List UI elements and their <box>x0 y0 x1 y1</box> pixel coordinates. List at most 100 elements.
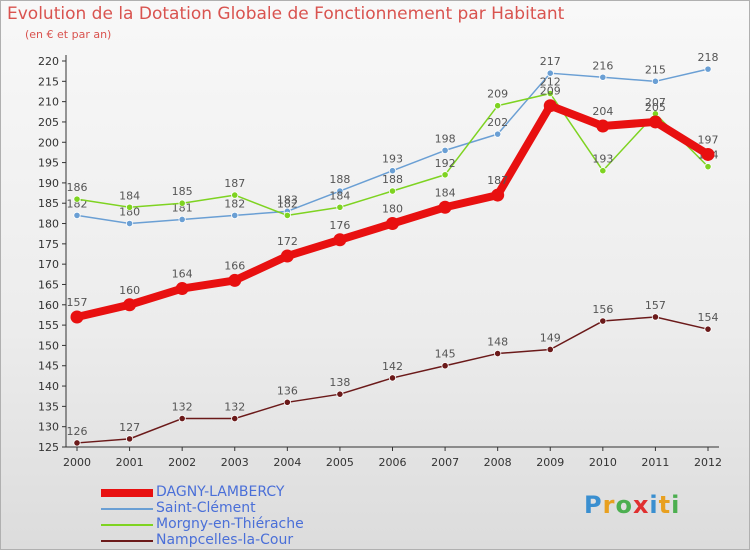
y-tick-label: 210 <box>38 96 59 109</box>
data-point-nampcelles-la-cour <box>283 398 291 406</box>
data-point-saint-cl-ment <box>388 167 397 175</box>
y-tick-label: 140 <box>38 380 59 393</box>
data-point-nampcelles-la-cour <box>546 345 554 354</box>
y-tick-label: 175 <box>38 238 59 251</box>
logo-letter: i <box>649 491 659 519</box>
data-label-saint-cl-ment: 202 <box>487 116 508 129</box>
data-label-nampcelles-la-cour: 149 <box>540 331 561 344</box>
x-tick-label: 2005 <box>326 456 354 469</box>
data-label-morgny-en-thi-rache: 209 <box>487 88 508 101</box>
data-label-morgny-en-thi-rache: 193 <box>592 153 613 166</box>
data-label-nampcelles-la-cour: 156 <box>592 303 613 316</box>
data-label-dagny-lambercy: 180 <box>382 203 403 216</box>
y-tick-label: 190 <box>38 177 59 190</box>
data-label-dagny-lambercy: 205 <box>645 101 666 114</box>
data-label-saint-cl-ment: 182 <box>224 197 245 210</box>
x-tick-label: 2012 <box>694 456 722 469</box>
logo-letter: t <box>658 491 672 519</box>
data-point-morgny-en-thi-rache <box>283 211 291 219</box>
data-point-dagny-lambercy <box>596 119 610 133</box>
data-label-morgny-en-thi-rache: 185 <box>172 185 193 198</box>
data-label-nampcelles-la-cour: 136 <box>277 384 298 397</box>
data-point-saint-cl-ment <box>125 219 134 228</box>
data-label-nampcelles-la-cour: 138 <box>329 376 350 389</box>
line-chart: 125 130 135 140 145 150 155 160 165 170 175 180 185 1… <box>38 51 722 469</box>
y-tick-label: 160 <box>38 299 59 312</box>
y-tick-label: 215 <box>38 75 59 88</box>
data-point-nampcelles-la-cour <box>651 313 660 321</box>
data-point-nampcelles-la-cour <box>178 414 186 423</box>
data-label-morgny-en-thi-rache: 212 <box>540 76 561 89</box>
y-tick-label: 185 <box>38 197 59 210</box>
y-tick-label: 145 <box>38 360 59 373</box>
data-point-morgny-en-thi-rache <box>546 89 554 98</box>
legend-label: Saint-Clément <box>156 500 256 516</box>
data-point-saint-cl-ment <box>494 130 502 138</box>
data-label-dagny-lambercy: 176 <box>329 219 350 232</box>
data-point-saint-cl-ment <box>599 73 607 81</box>
data-label-dagny-lambercy: 184 <box>435 186 456 199</box>
data-point-morgny-en-thi-rache <box>125 203 134 211</box>
legend-swatch <box>101 524 153 526</box>
data-label-nampcelles-la-cour: 157 <box>645 299 666 312</box>
data-label-morgny-en-thi-rache: 182 <box>277 197 298 210</box>
x-tick-label: 2007 <box>431 456 459 469</box>
data-label-morgny-en-thi-rache: 192 <box>435 157 456 170</box>
series-line-saint-cl-ment <box>76 68 709 225</box>
data-label-nampcelles-la-cour: 132 <box>172 401 193 414</box>
data-point-morgny-en-thi-rache <box>388 187 397 195</box>
logo-letter: o <box>615 491 633 519</box>
y-tick-label: 205 <box>38 116 59 129</box>
y-tick-label: 125 <box>38 441 59 454</box>
data-point-dagny-lambercy <box>70 310 84 324</box>
data-label-nampcelles-la-cour: 154 <box>698 311 719 324</box>
data-label-saint-cl-ment: 216 <box>592 59 613 72</box>
legend-swatch <box>101 540 153 542</box>
x-tick-label: 2009 <box>536 456 564 469</box>
x-tick-label: 2003 <box>221 456 249 469</box>
x-tick-label: 2002 <box>168 456 196 469</box>
data-point-saint-cl-ment <box>651 77 660 85</box>
data-point-saint-cl-ment <box>704 65 712 73</box>
data-point-nampcelles-la-cour <box>388 374 397 382</box>
data-point-dagny-lambercy <box>648 115 662 129</box>
data-label-morgny-en-thi-rache: 188 <box>382 173 403 186</box>
legend-swatch <box>101 508 153 510</box>
data-label-saint-cl-ment: 193 <box>382 153 403 166</box>
data-label-morgny-en-thi-rache: 184 <box>119 189 140 202</box>
data-point-morgny-en-thi-rache <box>441 171 449 179</box>
logo-letter: x <box>632 491 650 519</box>
data-label-dagny-lambercy: 197 <box>698 133 719 146</box>
data-label-saint-cl-ment: 217 <box>540 55 561 68</box>
data-label-dagny-lambercy: 166 <box>224 259 245 272</box>
data-point-dagny-lambercy <box>438 200 452 214</box>
data-label-dagny-lambercy: 157 <box>67 296 88 309</box>
data-point-morgny-en-thi-rache <box>178 199 186 207</box>
y-tick-label: 155 <box>38 319 59 332</box>
legend-label: Morgny-en-Thiérache <box>156 516 304 532</box>
data-label-dagny-lambercy: 160 <box>119 284 140 297</box>
data-point-saint-cl-ment <box>546 69 554 77</box>
data-point-nampcelles-la-cour <box>599 317 607 325</box>
data-point-dagny-lambercy <box>543 99 557 113</box>
data-point-morgny-en-thi-rache <box>599 167 607 175</box>
y-tick-label: 135 <box>38 400 59 413</box>
data-point-morgny-en-thi-rache <box>73 195 81 203</box>
data-label-morgny-en-thi-rache: 187 <box>224 177 245 190</box>
data-label-saint-cl-ment: 183 <box>277 193 298 206</box>
data-point-dagny-lambercy <box>175 282 189 296</box>
chart-title: Evolution de la Dotation Globale de Fonc… <box>7 4 565 24</box>
logo-letter: r <box>602 491 616 519</box>
data-point-saint-cl-ment <box>336 187 344 195</box>
legend-label: Nampcelles-la-Cour <box>156 532 294 548</box>
x-tick-label: 2004 <box>273 456 301 469</box>
data-label-morgny-en-thi-rache: 184 <box>329 189 350 202</box>
y-tick-label: 200 <box>38 136 59 149</box>
data-point-saint-cl-ment <box>73 211 81 219</box>
x-tick-label: 2001 <box>116 456 144 469</box>
data-point-saint-cl-ment <box>231 211 239 219</box>
y-tick-label: 150 <box>38 339 59 352</box>
data-label-saint-cl-ment: 180 <box>119 206 140 219</box>
data-label-saint-cl-ment: 181 <box>172 201 193 214</box>
data-point-nampcelles-la-cour <box>704 325 712 333</box>
